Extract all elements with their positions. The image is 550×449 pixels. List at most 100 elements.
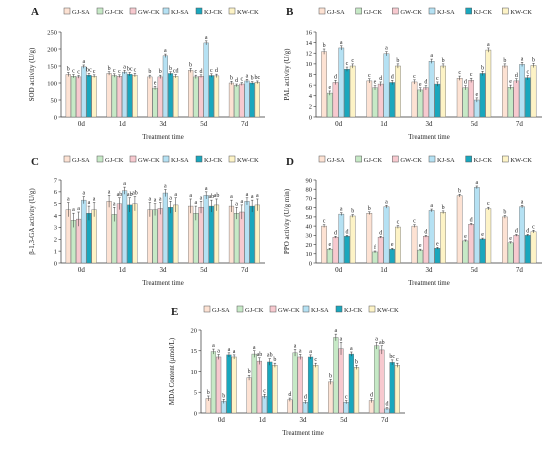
panel-e-x-tick-label: 7d [381,416,389,424]
panel-a-data-label: b [169,66,172,72]
panel-c-data-label: a [93,197,96,203]
panel-a-data-label: a [164,48,167,54]
panel-d-legend-label: KJ-CK [474,157,493,164]
panel-b-legend-swatch [465,7,472,15]
panel-b-data-label: d [391,74,394,80]
panel-a-data-label: a [82,59,85,65]
panel-a-bar [127,73,133,118]
panel-c-bar [203,195,209,264]
panel-c-y-tick-label: 7 [54,177,58,184]
panel-b-data-label: c [470,72,473,78]
panel-a-bar [116,75,122,118]
panel-c-bar [244,201,250,264]
panel-d-data-label: a [521,199,524,205]
panel-e-bar [374,345,380,414]
panel-a-legend-label: KW-CK [237,9,259,16]
panel-e-bar [251,353,257,414]
panel-e-y-tick-label: 20 [191,327,198,334]
panel-a-data-label: c [93,69,96,75]
panel-a-data-label: e [154,80,157,86]
panel-b-data-label: e [374,80,377,86]
panel-b-x-tick-label: 1d [380,120,388,128]
panel-d-legend-swatch [428,155,436,163]
panel-b-label: B [286,6,294,18]
panel-a-data-label: c [72,69,75,75]
panel-d-y-tick-label: 50 [306,214,313,221]
panel-b-data-label: e [476,92,479,98]
panel-c-bar [86,212,92,264]
panel-d-bar [507,242,514,264]
panel-a-data-label: bc [86,67,92,73]
panel-a-legend-label: GJ-CK [105,9,124,16]
panel-c-data-label: a [169,195,172,201]
panel-d-data-label: a [340,207,343,213]
panel-c-bar [234,212,240,264]
panel-b-legend-label: KJ-CK [474,9,493,16]
panel-c-bar [228,205,235,264]
panel-c-bar [116,203,122,264]
panel-a-bar [147,76,153,118]
panel-b-legend-label: KJ-SA [437,9,455,16]
panel-a-bar [234,85,240,118]
panel-d-data-label: c [323,219,326,225]
panel-d-x-tick-label: 3d [426,266,434,274]
panel-c-data-label: a [88,200,91,206]
panel-c-bar [249,205,255,264]
panel-b-data-label: c [458,70,461,76]
panel-d-data-label: d [424,229,427,235]
panel-c-y-tick-label: 6 [54,189,58,196]
panel-e-data-label: a [335,328,338,334]
panel-b-data-label: c [351,58,354,64]
panel-b-x-tick-label: 5d [471,120,479,128]
panel-b-bar [434,83,441,118]
panel-d-data-label: d [470,217,473,223]
panel-b-bar [485,49,492,118]
panel-b-bar [321,51,327,118]
panel-d-data-label: c [532,224,535,230]
panel-d-bar [530,231,537,264]
panel-e-bar [353,367,360,414]
panel-d-bar [519,206,525,264]
panel-d-data-label: f [374,244,376,251]
panel-e-legend-swatch [302,305,310,313]
panel-d-bar [462,240,469,264]
panel-a-data-label: b [251,76,254,82]
panel-d-data-label: e [436,241,439,247]
panel-c-data-label: ab [132,191,138,197]
panel-d-data-label: e [509,236,512,242]
panel-e-y-axis-label: MDA Content (μmol/L) [168,337,176,405]
panel-a-x-tick-label: 0d [78,120,86,128]
panel-b-data-label: b [442,58,445,64]
panel-a-bar [162,55,168,118]
panel-b-bar [423,87,429,118]
panel-b-bar [389,82,396,118]
panel-d-data-label: d [526,228,529,234]
panel-e-data-label: d [304,395,307,401]
panel-c-bar [111,214,117,264]
panel-e-legend-label: GJ-SA [212,307,230,314]
panel-c-data-label: ab [127,192,133,198]
panel-b-data-label: c [413,74,416,80]
panel-b-bar [338,47,345,118]
panel-a-data-label: bc [254,75,260,81]
panel-e-y-tick-label: 10 [191,369,198,376]
panel-b-bar [417,89,424,118]
panel-e-data-label: c [396,357,399,363]
panel-a-data-label: a [246,73,249,79]
panel-e-bar [292,352,298,414]
panel-a-x-tick-label: 5d [200,120,208,128]
panel-d-legend-swatch [502,155,509,163]
panel-e-data-label: ab [257,352,263,358]
panel-c-data-label: a [205,186,208,192]
panel-e-bar [272,365,278,414]
panel-a-legend-swatch [129,7,137,15]
panel-d-bar [411,225,418,264]
panel-c-bar [173,204,179,264]
panel-d-data-label: e [419,243,422,249]
panel-d-legend-label: GJ-SA [327,157,345,164]
panel-a-legend-swatch [228,7,236,15]
panel-e-legend-label: GJ-CK [245,307,264,314]
panel-d-x-tick-label: 1d [380,266,388,274]
panel-e-bar [338,348,344,414]
panel-d-y-tick-label: 70 [306,196,313,203]
